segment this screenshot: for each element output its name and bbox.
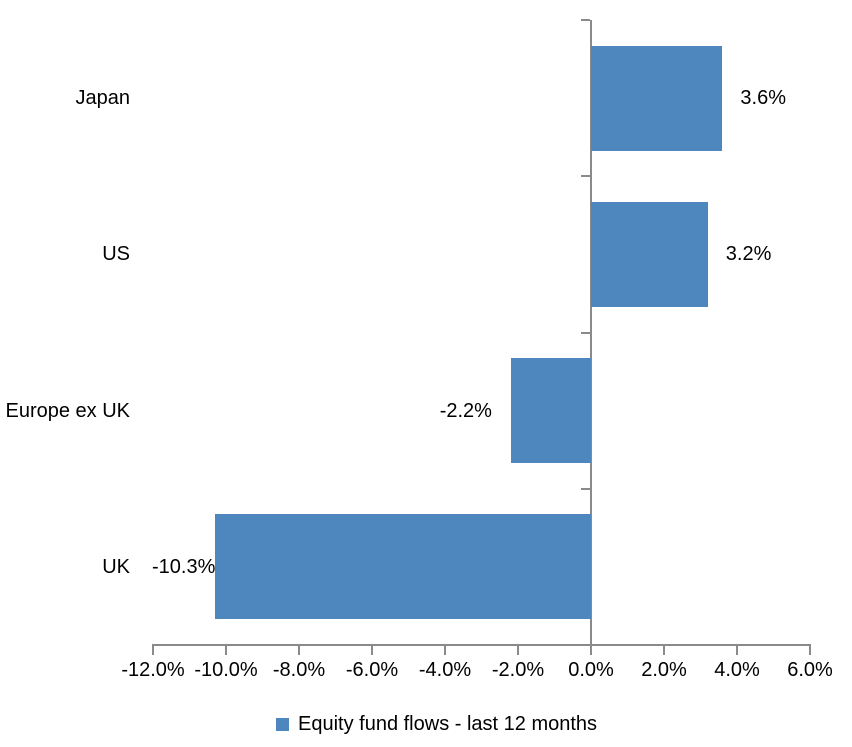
x-axis-tick-label: -6.0% [345, 659, 399, 681]
x-axis-line [152, 644, 811, 646]
x-axis-tick-label: -12.0% [121, 659, 185, 681]
y-axis-tick [581, 644, 590, 646]
bar-value-label: 3.6% [740, 87, 786, 110]
bar [215, 514, 591, 620]
x-axis-tick [663, 644, 665, 655]
legend-swatch [276, 717, 289, 731]
bar-value-label: -2.2% [439, 399, 492, 422]
x-axis-tick [590, 644, 592, 655]
x-axis-tick-label: 0.0% [568, 659, 614, 681]
x-axis-tick [371, 644, 373, 655]
x-axis-tick [809, 644, 811, 655]
x-axis-tick [517, 644, 519, 655]
bar [591, 201, 708, 307]
x-axis-tick-label: 2.0% [641, 659, 687, 681]
x-axis-tick-label: 6.0% [787, 659, 833, 681]
x-axis-tick-label: -4.0% [418, 659, 472, 681]
legend: Equity fund flows - last 12 months [276, 711, 597, 737]
bar-value-label: 3.2% [725, 243, 772, 266]
y-axis-tick [581, 19, 590, 21]
x-axis-tick [225, 644, 227, 655]
x-axis-tick [298, 644, 300, 655]
bar [591, 45, 723, 151]
category-label: Japan [75, 87, 131, 110]
y-axis-tick [581, 175, 590, 178]
x-axis-tick-label: -10.0% [194, 659, 258, 681]
bar-value-label: -10.3% [152, 555, 216, 578]
x-axis-tick [444, 644, 446, 655]
x-axis-tick [736, 644, 738, 655]
y-axis-line [590, 20, 592, 645]
x-axis-tick-label: -8.0% [272, 659, 326, 681]
x-axis-tick-label: -2.0% [491, 659, 545, 681]
legend-label: Equity fund flows - last 12 months [298, 712, 598, 735]
x-axis-tick-label: 4.0% [714, 659, 760, 681]
x-axis-tick [152, 644, 154, 655]
y-axis-tick [581, 331, 590, 334]
category-label: US [102, 243, 130, 266]
category-label: UK [102, 555, 130, 578]
y-axis-tick [581, 487, 590, 490]
category-label: Europe ex UK [5, 399, 130, 422]
bar [510, 358, 591, 464]
